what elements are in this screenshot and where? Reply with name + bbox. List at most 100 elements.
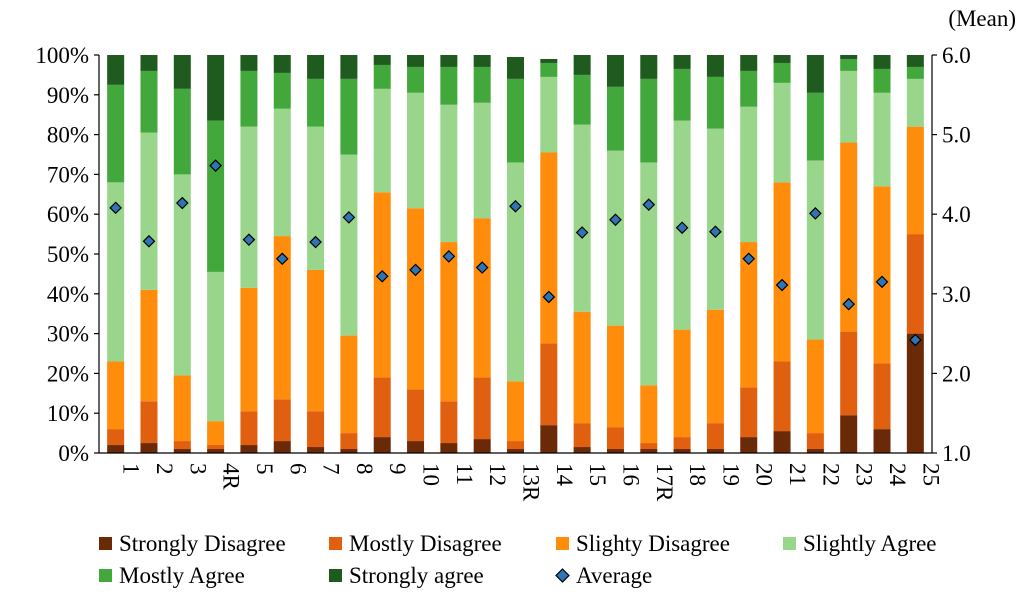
average-marker-22 [809,207,822,220]
bar-segment-21-strongly-disagree [773,431,791,453]
bar-segment-8-strongly-agree [340,55,358,79]
x-tick-label-12: 12 [485,463,510,486]
left-tick-label: 100% [35,43,89,68]
bar-segment-11-strongly-disagree [440,443,458,453]
bar-segment-25-mostly-agree [906,66,924,79]
legend-label: Slighty Disagree [576,531,730,556]
legend-item-mostly-agree: Mostly Agree [99,563,245,588]
bar-segment-17R-slighty-disagree [640,385,658,444]
bar-segment-11-mostly-disagree [440,401,458,444]
bar-segment-15-strongly-disagree [573,447,591,453]
bar-segment-14-mostly-agree [540,62,558,77]
bar-stack-7 [307,55,325,453]
average-marker-21 [775,278,789,292]
bar-segment-20-mostly-disagree [740,387,758,438]
x-tick-label-5: 5 [252,463,277,475]
bar-segment-8-slighty-disagree [340,335,358,434]
bar-segment-13R-mostly-disagree [507,441,524,450]
bar-stack-2 [140,55,158,453]
bar-segment-2-slighty-disagree [140,289,158,402]
right-axis-label: (Mean) [948,6,1016,31]
x-tick-label-7: 7 [319,463,344,475]
bar-segment-4R-mostly-disagree [207,445,225,450]
bar-stack-4R [207,55,225,453]
bar-segment-10-strongly-agree [407,55,425,67]
bar-segment-18-slighty-disagree [673,329,691,438]
legend-item-slightly-agree: Slightly Agree [783,531,937,556]
average-marker-12 [475,261,489,274]
bar-segment-22-strongly-disagree [806,449,824,453]
bar-segment-1-strongly-agree [107,55,125,85]
bar-segment-4R-strongly-disagree [207,449,225,453]
bar-segment-3-mostly-agree [173,88,191,175]
bar-stack-13R [507,56,524,453]
bar-segment-19-slighty-disagree [706,309,724,424]
bar-segment-20-slighty-disagree [740,242,758,388]
bar-segment-12-mostly-disagree [473,377,491,440]
bar-segment-11-strongly-agree [440,55,458,67]
bar-segment-18-mostly-agree [673,68,691,121]
bar-segment-10-slightly-agree [407,92,425,209]
bar-segment-5-mostly-disagree [240,411,258,446]
bar-segment-8-mostly-disagree [340,433,358,450]
bar-segment-14-slighty-disagree [540,152,558,344]
bar-segment-4R-strongly-agree [207,55,225,121]
left-tick-label: 10% [47,401,89,426]
bar-segment-21-mostly-disagree [773,361,791,432]
bar-stack-9 [373,55,391,453]
bar-segment-24-strongly-disagree [873,429,891,453]
left-tick-label: 60% [47,202,89,227]
bar-segment-17R-strongly-agree [640,55,658,79]
bar-segment-17R-mostly-agree [640,78,658,163]
bar-segment-22-slightly-agree [806,160,824,340]
legend-swatch [99,569,112,582]
bar-segment-15-slightly-agree [573,124,591,312]
right-tick-label: 5.0 [942,123,971,148]
legend-swatch [329,569,342,582]
legend-label: Average [576,563,652,588]
average-marker-1 [109,201,123,215]
legend-item-strongly-disagree: Strongly Disagree [99,531,286,556]
average-marker-9 [375,269,389,283]
bar-segment-7-strongly-disagree [307,447,325,453]
bar-segment-2-strongly-disagree [140,443,158,453]
bar-segment-11-slighty-disagree [440,242,458,402]
average-marker-13R [509,199,522,213]
x-tick-label-4R: 4R [219,463,244,491]
bar-segment-13R-slightly-agree [507,162,524,382]
bar-segment-6-strongly-agree [273,55,291,73]
bars-layer [107,55,924,453]
average-marker-25 [908,333,922,347]
bar-segment-13R-mostly-agree [507,78,524,163]
bar-segment-24-slightly-agree [873,92,891,187]
bar-stack-23 [840,55,858,453]
legend-swatch [99,537,112,550]
bar-stack-14 [540,58,558,453]
bar-segment-9-slighty-disagree [373,192,391,378]
bar-stack-11 [440,55,458,453]
bar-segment-25-mostly-disagree [906,234,924,334]
left-tick-label: 0% [58,441,89,466]
bar-stack-8 [340,55,358,453]
bar-segment-20-mostly-agree [740,70,758,107]
x-tick-label-23: 23 [852,463,877,486]
x-tick-label-22: 22 [818,463,843,486]
bar-stack-15 [573,55,591,453]
bar-segment-25-slightly-agree [906,78,924,127]
bar-stack-12 [473,55,491,453]
bar-segment-20-slightly-agree [740,106,758,243]
bar-segment-7-strongly-agree [307,55,325,79]
bar-segment-14-strongly-disagree [540,425,558,453]
bar-segment-3-strongly-disagree [173,449,191,453]
bar-segment-3-mostly-disagree [173,441,191,450]
legend-item-mostly-disagree: Mostly Disagree [329,531,502,556]
bar-segment-22-slighty-disagree [806,339,824,434]
average-marker-8 [342,211,356,224]
bar-stack-5 [240,55,258,453]
bar-segment-7-mostly-disagree [307,411,325,448]
x-tick-label-16: 16 [618,463,643,486]
average-marker-23 [842,297,856,311]
right-tick-label: 4.0 [942,202,971,227]
bar-stack-22 [806,55,824,453]
bar-segment-25-strongly-disagree [906,333,924,453]
